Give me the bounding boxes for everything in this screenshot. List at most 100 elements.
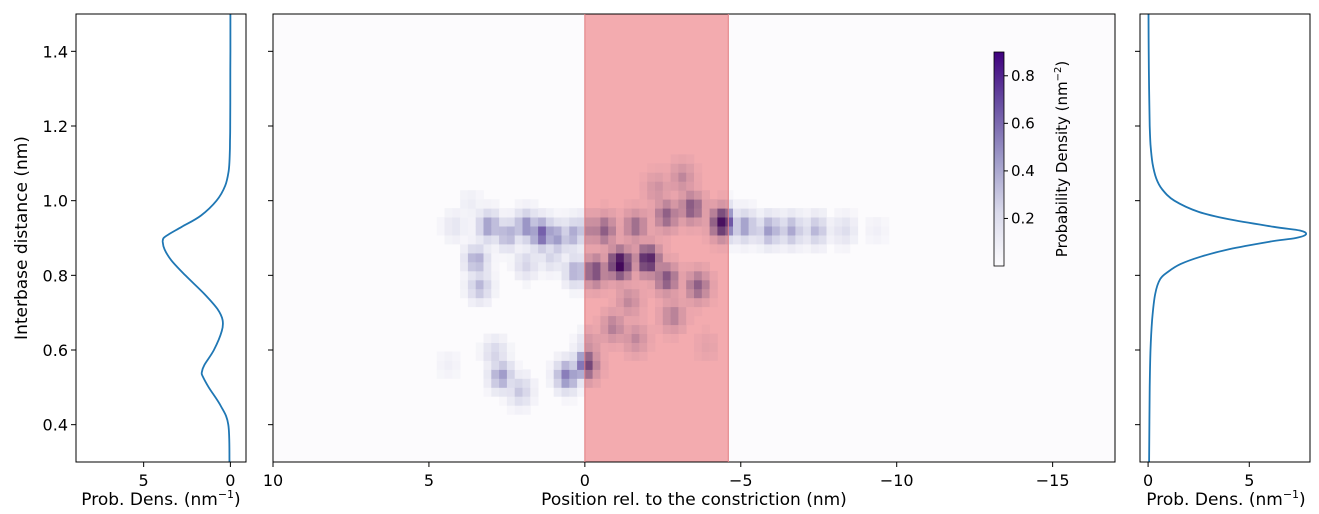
heatmap-cell	[460, 199, 469, 209]
colorbar-tick-label: 0.8	[1011, 67, 1035, 85]
heatmap-cell	[499, 387, 508, 397]
heatmap-cell	[467, 208, 477, 218]
heatmap-cell	[748, 199, 757, 209]
x-tick-label: −10	[880, 471, 914, 490]
heatmap-cell	[475, 208, 484, 218]
heatmap-cell	[748, 208, 757, 218]
heatmap-cell	[545, 270, 555, 281]
heatmap-cell	[506, 226, 516, 236]
heatmap-cell	[577, 351, 586, 361]
heatmap-cell	[561, 261, 570, 272]
heatmap-cell	[569, 261, 578, 272]
heatmap-cell	[826, 226, 835, 236]
heatmap-cell	[842, 226, 851, 236]
heatmap-cell	[803, 217, 812, 227]
heatmap-cell	[506, 235, 516, 245]
heatmap-cell	[577, 252, 586, 263]
heatmap-cell	[483, 261, 492, 272]
y-tick-label: 1.0	[43, 192, 68, 211]
heatmap-cell	[561, 252, 570, 263]
heatmap-cell	[569, 235, 578, 245]
center-y-ticks	[268, 50, 273, 426]
heatmap-cell	[475, 244, 484, 254]
heatmap-cell	[764, 208, 773, 218]
heatmap-cell	[467, 279, 477, 290]
heatmap-cell	[725, 235, 734, 245]
heatmap-cell	[499, 360, 508, 370]
heatmap-cell	[491, 369, 500, 379]
heatmap-cell	[553, 378, 562, 388]
heatmap-cell	[834, 235, 843, 245]
constriction-highlight-band	[584, 14, 729, 462]
heatmap-cell	[436, 369, 445, 379]
heatmap-cell	[491, 360, 500, 370]
heatmap-cell	[522, 235, 531, 245]
heatmap-cell	[748, 244, 757, 254]
x-tick-label: 5	[1244, 471, 1254, 490]
heatmap-cell	[522, 208, 531, 218]
heatmap-cell	[530, 387, 539, 397]
heatmap-cell	[561, 369, 570, 379]
heatmap-cell	[764, 217, 773, 227]
heatmap-cell	[514, 396, 523, 406]
heatmap-cell	[491, 252, 500, 263]
heatmap-cell	[569, 396, 578, 406]
heatmap-cell	[772, 244, 781, 254]
heatmap-cell	[545, 244, 555, 254]
heatmap-cell	[569, 351, 578, 361]
heatmap-cell	[842, 235, 851, 245]
heatmap-cell	[740, 199, 749, 209]
heatmap-cell	[803, 226, 812, 236]
heatmap-cell	[795, 208, 804, 218]
heatmap-cell	[436, 351, 445, 361]
left-density-line	[161, 14, 232, 462]
heatmap-cell	[514, 226, 523, 236]
colorbar-tick-label: 0.4	[1011, 162, 1035, 180]
heatmap-cell	[506, 396, 516, 406]
heatmap-cell	[499, 235, 508, 245]
heatmap-cell	[491, 279, 500, 290]
heatmap-cell	[577, 217, 586, 227]
heatmap-cell	[499, 244, 508, 254]
heatmap-cell	[545, 217, 555, 227]
heatmap-cell	[803, 208, 812, 218]
heatmap-cell	[810, 217, 820, 227]
heatmap-cell	[460, 244, 469, 254]
heatmap-cell	[467, 261, 477, 272]
heatmap-cell	[545, 252, 555, 263]
heatmap-cell	[787, 208, 796, 218]
heatmap-cell	[553, 369, 562, 379]
heatmap-cell	[506, 378, 516, 388]
heatmap-cell	[475, 235, 484, 245]
heatmap-cell	[787, 235, 796, 245]
heatmap-cell	[561, 244, 570, 254]
heatmap-cell	[514, 261, 523, 272]
heatmap-cell	[795, 235, 804, 245]
heatmap-cell	[444, 226, 453, 236]
heatmap-cell	[779, 208, 788, 218]
heatmap-cell	[522, 244, 531, 254]
heatmap-cell	[803, 244, 812, 254]
heatmap-cell	[842, 217, 851, 227]
heatmap-cell	[545, 378, 555, 388]
heatmap-cell	[569, 270, 578, 281]
heatmap-frame	[272, 13, 1116, 463]
heatmap-cell	[545, 360, 555, 370]
heatmap-cell	[561, 208, 570, 218]
heatmap-cell	[834, 208, 843, 218]
heatmap-cell	[460, 288, 469, 299]
heatmap-cell	[506, 405, 516, 415]
heatmap-cell	[569, 244, 578, 254]
heatmap-cell	[740, 226, 749, 236]
heatmap-cell	[810, 244, 820, 254]
right-x-axis-label: Prob. Dens. (nm−1)	[1146, 488, 1305, 510]
x-tick-label: −5	[729, 471, 753, 490]
heatmap-cell	[506, 217, 516, 227]
center-x-ticks: 10 5 0 −5 −10 −15	[263, 462, 1070, 490]
colorbar-frame	[993, 51, 1005, 267]
heatmap-cell	[795, 226, 804, 236]
heatmap-cell	[522, 369, 531, 379]
heatmap-cell	[764, 235, 773, 245]
heatmap-cell	[740, 244, 749, 254]
